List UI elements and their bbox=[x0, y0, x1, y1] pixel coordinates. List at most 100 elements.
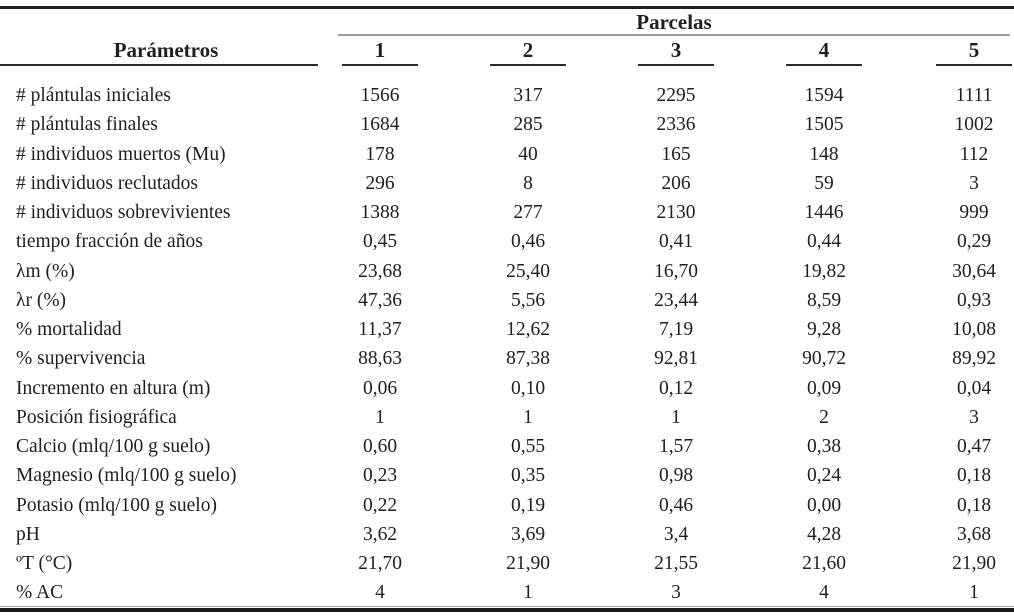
cell-value: 2 bbox=[819, 406, 829, 428]
cell-value: 1 bbox=[969, 582, 979, 604]
column-header-2: 2 bbox=[522, 38, 534, 62]
cell-value: 4 bbox=[375, 582, 385, 604]
parcelas-group-rule bbox=[338, 34, 1010, 36]
cell-value: 3,4 bbox=[663, 523, 689, 545]
cell-value: 21,60 bbox=[802, 553, 846, 574]
table-row: % mortalidad 11,37 12,62 7,19 9,28 10,08 bbox=[0, 315, 1014, 344]
cell-value: 10,08 bbox=[952, 319, 996, 340]
table-row: tiempo fracción de años 0,45 0,46 0,41 0,44 0… bbox=[0, 227, 1014, 256]
cell-value: 23,68 bbox=[358, 260, 402, 282]
cell-value: 0,06 bbox=[362, 377, 398, 399]
cell-value: 2130 bbox=[656, 202, 696, 223]
cell-value: 1684 bbox=[360, 114, 400, 136]
cell-value: 2336 bbox=[656, 114, 696, 136]
column-header-1: 1 bbox=[374, 38, 386, 62]
parametros-header-rule bbox=[0, 64, 318, 66]
cell-value: 1 bbox=[523, 406, 533, 428]
cell-value: 0,29 bbox=[956, 231, 992, 253]
cell-value: 1111 bbox=[955, 85, 993, 106]
cell-value: 3,62 bbox=[362, 523, 398, 545]
cell-value: 21,90 bbox=[506, 553, 550, 574]
cell-value: 0,47 bbox=[956, 436, 992, 457]
cell-value: 59 bbox=[814, 172, 834, 194]
column-header-rule bbox=[638, 64, 714, 66]
cell-value: 296 bbox=[365, 172, 395, 194]
cell-value: 148 bbox=[809, 143, 839, 165]
table-row: # individuos reclutados 296 8 206 59 3 bbox=[0, 169, 1014, 198]
cell-value: 0,22 bbox=[362, 494, 398, 516]
table-row: # individuos muertos (Mu) 178 40 165 148 112 bbox=[0, 140, 1014, 169]
cell-value: 4,28 bbox=[806, 523, 842, 545]
row-label: # plántulas iniciales bbox=[16, 85, 171, 106]
table-bottom-rule-gray bbox=[0, 606, 1014, 607]
cell-value: 0,04 bbox=[956, 377, 992, 399]
column-header-rule bbox=[490, 64, 566, 66]
row-label: pH bbox=[16, 523, 40, 545]
cell-value: 3 bbox=[969, 172, 979, 194]
table-row: % supervivencia 88,63 87,38 92,81 90,72 89,92 bbox=[0, 344, 1014, 373]
cell-value: 3,69 bbox=[510, 523, 546, 545]
row-label: Calcio (mlq/100 g suelo) bbox=[16, 436, 211, 457]
cell-value: 0,18 bbox=[956, 465, 992, 487]
cell-value: 5,56 bbox=[510, 289, 546, 311]
cell-value: 92,81 bbox=[654, 348, 698, 370]
table-row: Potasio (mlq/100 g suelo) 0,22 0,19 0,46 0,0… bbox=[0, 491, 1014, 520]
cell-value: 285 bbox=[513, 114, 543, 136]
cell-value: 2295 bbox=[656, 85, 696, 106]
table-row: Calcio (mlq/100 g suelo) 0,60 0,55 1,57 0,38… bbox=[0, 432, 1014, 461]
column-header-rule bbox=[342, 64, 418, 66]
cell-value: 1,57 bbox=[658, 436, 694, 457]
cell-value: 87,38 bbox=[506, 348, 550, 370]
cell-value: 9,28 bbox=[806, 319, 842, 340]
table-row: # plántulas iniciales 1566 317 2295 1594 1111 bbox=[0, 81, 1014, 110]
row-label: # plántulas finales bbox=[16, 114, 158, 136]
cell-value: 277 bbox=[513, 202, 543, 223]
cell-value: 0,46 bbox=[510, 231, 546, 253]
column-header-4: 4 bbox=[818, 38, 830, 62]
cell-value: 12,62 bbox=[506, 319, 550, 340]
cell-value: 0,35 bbox=[510, 465, 546, 487]
table-row: # plántulas finales 1684 285 2336 1505 1002 bbox=[0, 110, 1014, 139]
table-bottom-rule bbox=[0, 608, 1014, 612]
cell-value: 0,10 bbox=[510, 377, 546, 399]
cell-value: 0,00 bbox=[806, 494, 842, 516]
cell-value: 1 bbox=[375, 406, 385, 428]
cell-value: 1566 bbox=[360, 85, 400, 106]
table-row: λm (%) 23,68 25,40 16,70 19,82 30,64 bbox=[0, 257, 1014, 286]
column-header-5: 5 bbox=[968, 38, 980, 62]
parcelas-group-header: Parcelas bbox=[636, 10, 712, 34]
row-label: # individuos muertos (Mu) bbox=[16, 143, 226, 165]
cell-value: 0,23 bbox=[362, 465, 398, 487]
cell-value: 47,36 bbox=[358, 289, 402, 311]
table-row: % AC 4 1 3 4 1 bbox=[0, 578, 1014, 607]
cell-value: 25,40 bbox=[506, 260, 550, 282]
cell-value: 4 bbox=[819, 582, 829, 604]
cell-value: 1 bbox=[671, 406, 681, 428]
cell-value: 1002 bbox=[954, 114, 994, 136]
parametros-column-header: Parámetros bbox=[113, 38, 219, 62]
row-label: % supervivencia bbox=[16, 348, 146, 370]
table-row: # individuos sobrevivientes 1388 277 2130 14… bbox=[0, 198, 1014, 227]
cell-value: 112 bbox=[959, 143, 989, 165]
row-label: # individuos reclutados bbox=[16, 172, 198, 194]
table-row: Magnesio (mlq/100 g suelo) 0,23 0,35 0,98 0,… bbox=[0, 461, 1014, 490]
cell-value: 0,44 bbox=[806, 231, 842, 253]
cell-value: 11,37 bbox=[358, 319, 402, 340]
table-row: Incremento en altura (m) 0,06 0,10 0,12 0,09… bbox=[0, 374, 1014, 403]
cell-value: 0,18 bbox=[956, 494, 992, 516]
cell-value: 8,59 bbox=[806, 289, 842, 311]
cell-value: 1446 bbox=[804, 202, 844, 223]
cell-value: 0,45 bbox=[362, 231, 398, 253]
cell-value: 206 bbox=[661, 172, 691, 194]
table-row: Posición fisiográfica 1 1 1 2 3 bbox=[0, 403, 1014, 432]
cell-value: 23,44 bbox=[654, 289, 698, 311]
row-label: Potasio (mlq/100 g suelo) bbox=[16, 494, 217, 516]
cell-value: 0,55 bbox=[510, 436, 546, 457]
cell-value: 19,82 bbox=[802, 260, 846, 282]
cell-value: 1388 bbox=[360, 202, 400, 223]
row-label: Incremento en altura (m) bbox=[16, 377, 211, 399]
cell-value: 8 bbox=[523, 172, 533, 194]
table-row: λr (%) 47,36 5,56 23,44 8,59 0,93 bbox=[0, 286, 1014, 315]
row-label: % AC bbox=[16, 582, 64, 604]
table-row: ºT (°C) 21,70 21,90 21,55 21,60 21,90 bbox=[0, 549, 1014, 578]
